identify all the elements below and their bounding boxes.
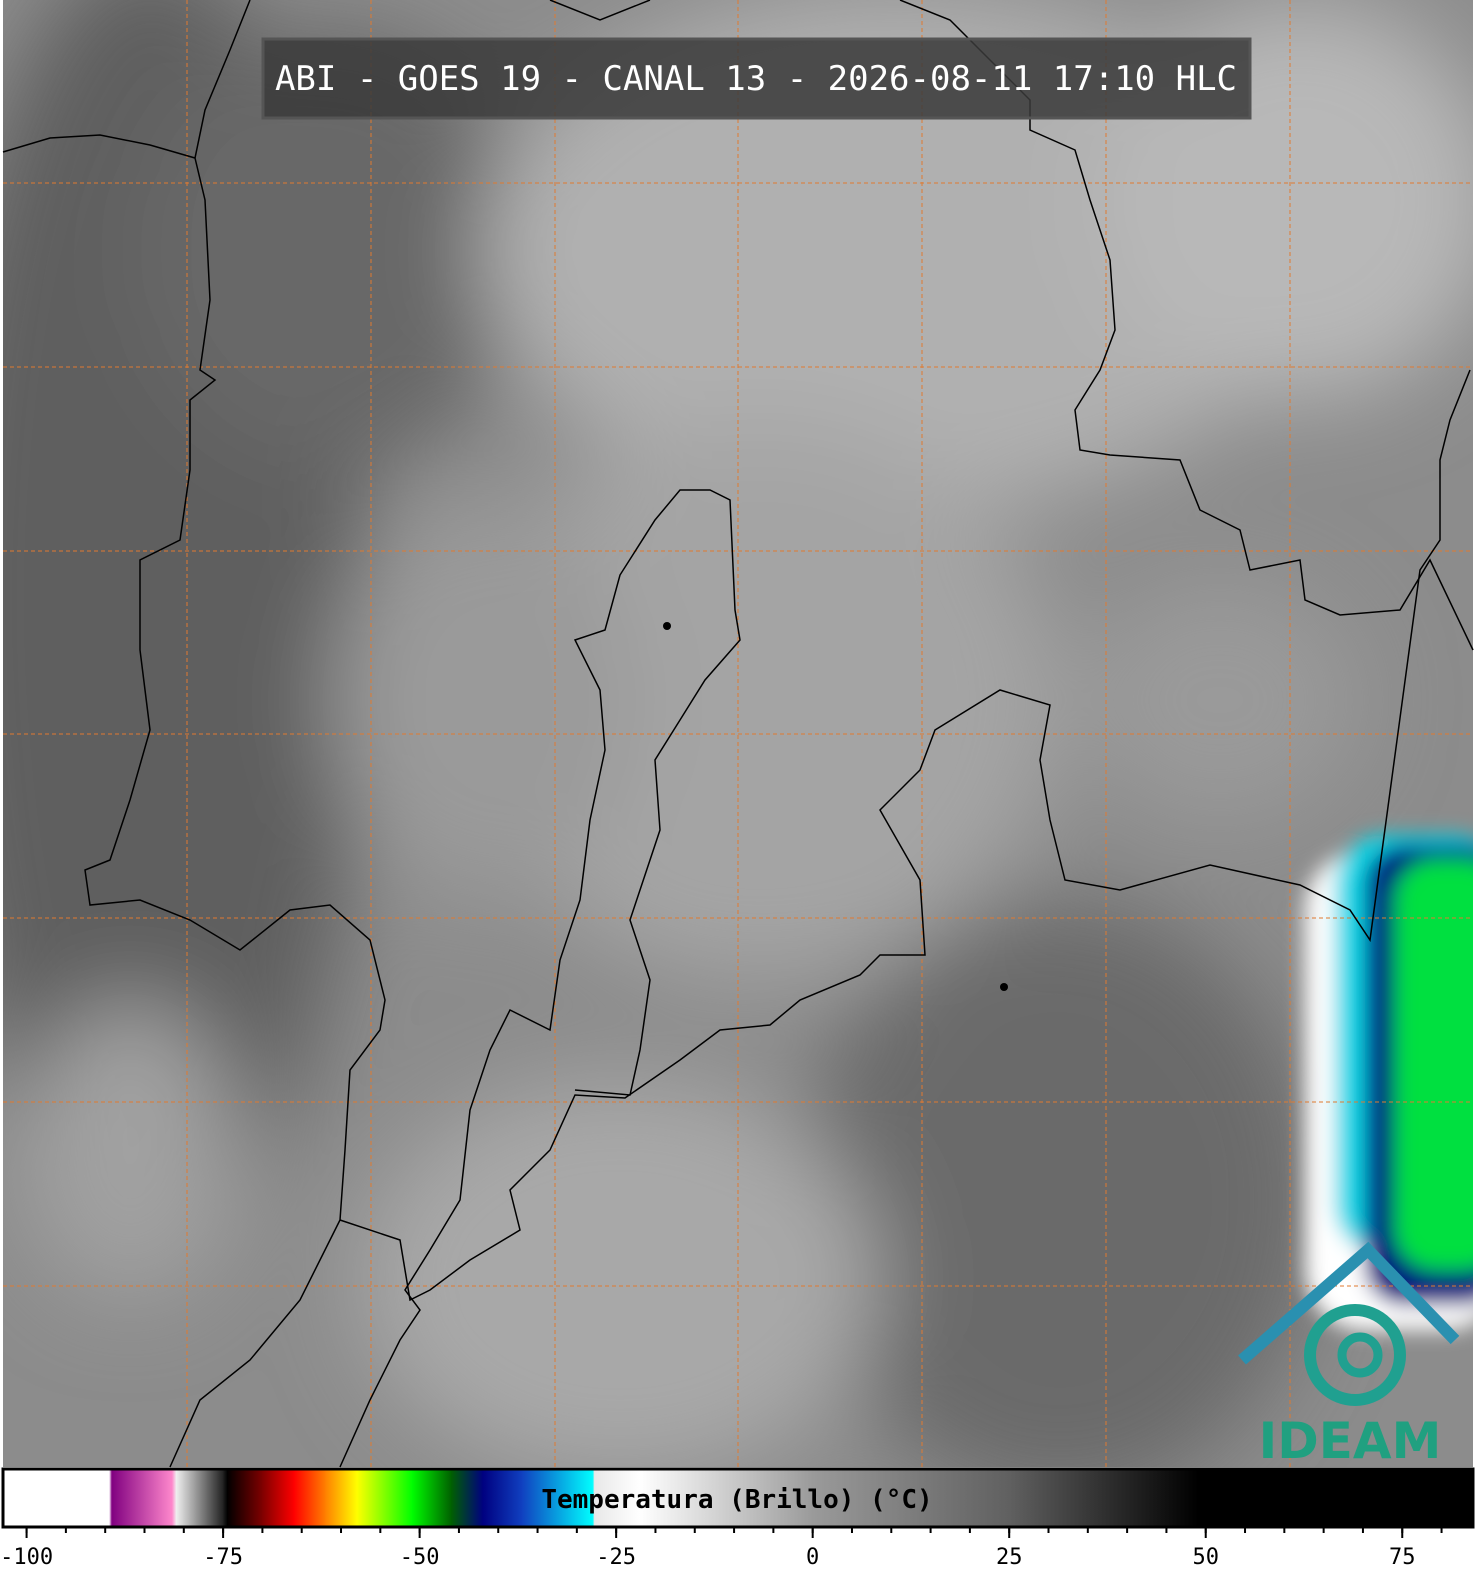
colorbar-segment	[1009, 1469, 1199, 1527]
colorbar-segment	[262, 1469, 295, 1527]
colorbar-segment	[111, 1469, 173, 1527]
colorbar-segment	[1197, 1469, 1474, 1527]
city-dot	[1000, 983, 1008, 991]
logo-swirl	[1304, 1304, 1406, 1406]
title: ABI - GOES 19 - CANAL 13 - 2026-08-11 17…	[275, 59, 1237, 99]
tick-label: -25	[596, 1545, 636, 1570]
colorbar-segment	[109, 1469, 113, 1527]
colorbar-segment	[812, 1469, 1010, 1527]
colorbar-segment	[594, 1469, 641, 1527]
logo: IDEAM	[1238, 1241, 1460, 1470]
colorbar-segment	[451, 1469, 484, 1527]
colorbar-segment	[482, 1469, 523, 1527]
logo-text: IDEAM	[1259, 1412, 1442, 1470]
colorbar-segment	[639, 1469, 814, 1527]
colorbar-segment	[3, 1469, 110, 1527]
colorbar-segment	[293, 1469, 326, 1527]
graticule	[3, 0, 1473, 1467]
colorbar-segment	[227, 1469, 264, 1527]
colorbar-segment	[411, 1469, 452, 1527]
colorbar-segment	[521, 1469, 594, 1527]
colorbar-segment	[325, 1469, 358, 1527]
colorbar-segment	[175, 1469, 224, 1527]
tick-label: -75	[203, 1545, 243, 1570]
colorbar-label: Temperatura (Brillo) (°C)	[541, 1485, 932, 1515]
city-dot	[663, 622, 671, 630]
colorbar-segment	[172, 1469, 177, 1527]
tick-label: 75	[1389, 1545, 1416, 1570]
tick-label: -100	[0, 1545, 53, 1570]
imagery	[3, 0, 1473, 1467]
tick-label: -50	[400, 1545, 440, 1570]
tick-label: 0	[806, 1545, 819, 1570]
tick-label: 50	[1192, 1545, 1219, 1570]
logo-roof	[1238, 1241, 1460, 1365]
title-box	[261, 37, 1252, 120]
colorbar-segment	[592, 1469, 595, 1527]
colorbar-frame	[1, 1467, 1475, 1529]
borders	[2, 0, 1474, 1468]
tick-label: 25	[996, 1545, 1023, 1570]
logo-swirl	[1337, 1332, 1383, 1378]
colorbar-segment	[356, 1469, 413, 1527]
colorbar-segment	[223, 1469, 228, 1527]
colorbar	[3, 1469, 1474, 1527]
